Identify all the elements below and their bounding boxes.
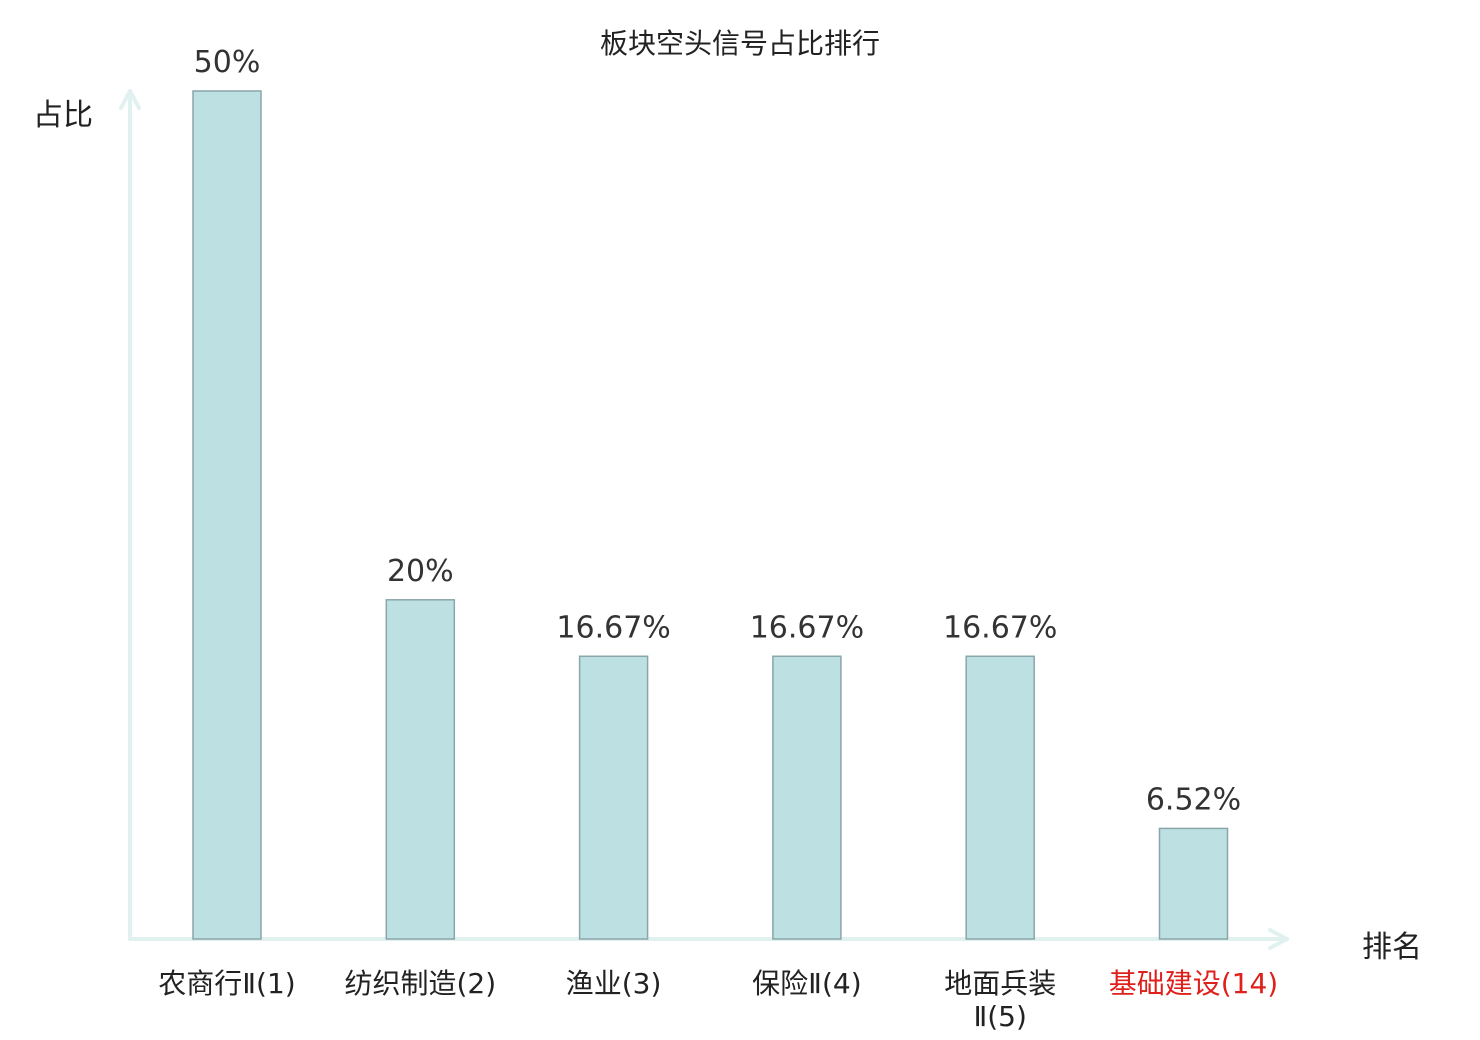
x-axis-label: 排名 (1362, 930, 1422, 965)
y-axis-label: 占比 (33, 98, 93, 133)
bar (965, 655, 1035, 940)
x-tick-label: 保险Ⅱ(4) (752, 967, 861, 1000)
axes (119, 89, 1289, 950)
data-label: 16.67% (943, 610, 1057, 645)
x-tick-label: 渔业(3) (566, 967, 662, 1000)
bar (772, 655, 842, 940)
value-labels: 50% 20% 16.67% 16.67% 16.67% 6.52% (194, 45, 1242, 817)
x-tick-label: 纺织制造(2) (344, 967, 496, 1000)
x-tick-label: 农商行Ⅱ(1) (158, 967, 295, 1000)
bar (385, 599, 456, 940)
chart-title: 板块空头信号占比排行 (599, 27, 880, 60)
bars (192, 90, 1229, 940)
data-label: 16.67% (556, 610, 670, 645)
data-label: 6.52% (1146, 782, 1241, 817)
x-tick-label: 地面兵装 (944, 967, 1056, 1000)
data-label: 50% (194, 45, 261, 80)
y-axis-arrow (119, 89, 141, 110)
bar (1158, 827, 1229, 940)
data-label: 16.67% (750, 610, 864, 645)
x-axis-arrow (1268, 928, 1289, 950)
x-tick-label: 基础建设(14) (1109, 967, 1278, 1000)
x-tick-label: Ⅱ(5) (973, 1000, 1026, 1033)
bar (192, 90, 262, 940)
bar (578, 655, 649, 940)
data-label: 20% (387, 554, 454, 589)
